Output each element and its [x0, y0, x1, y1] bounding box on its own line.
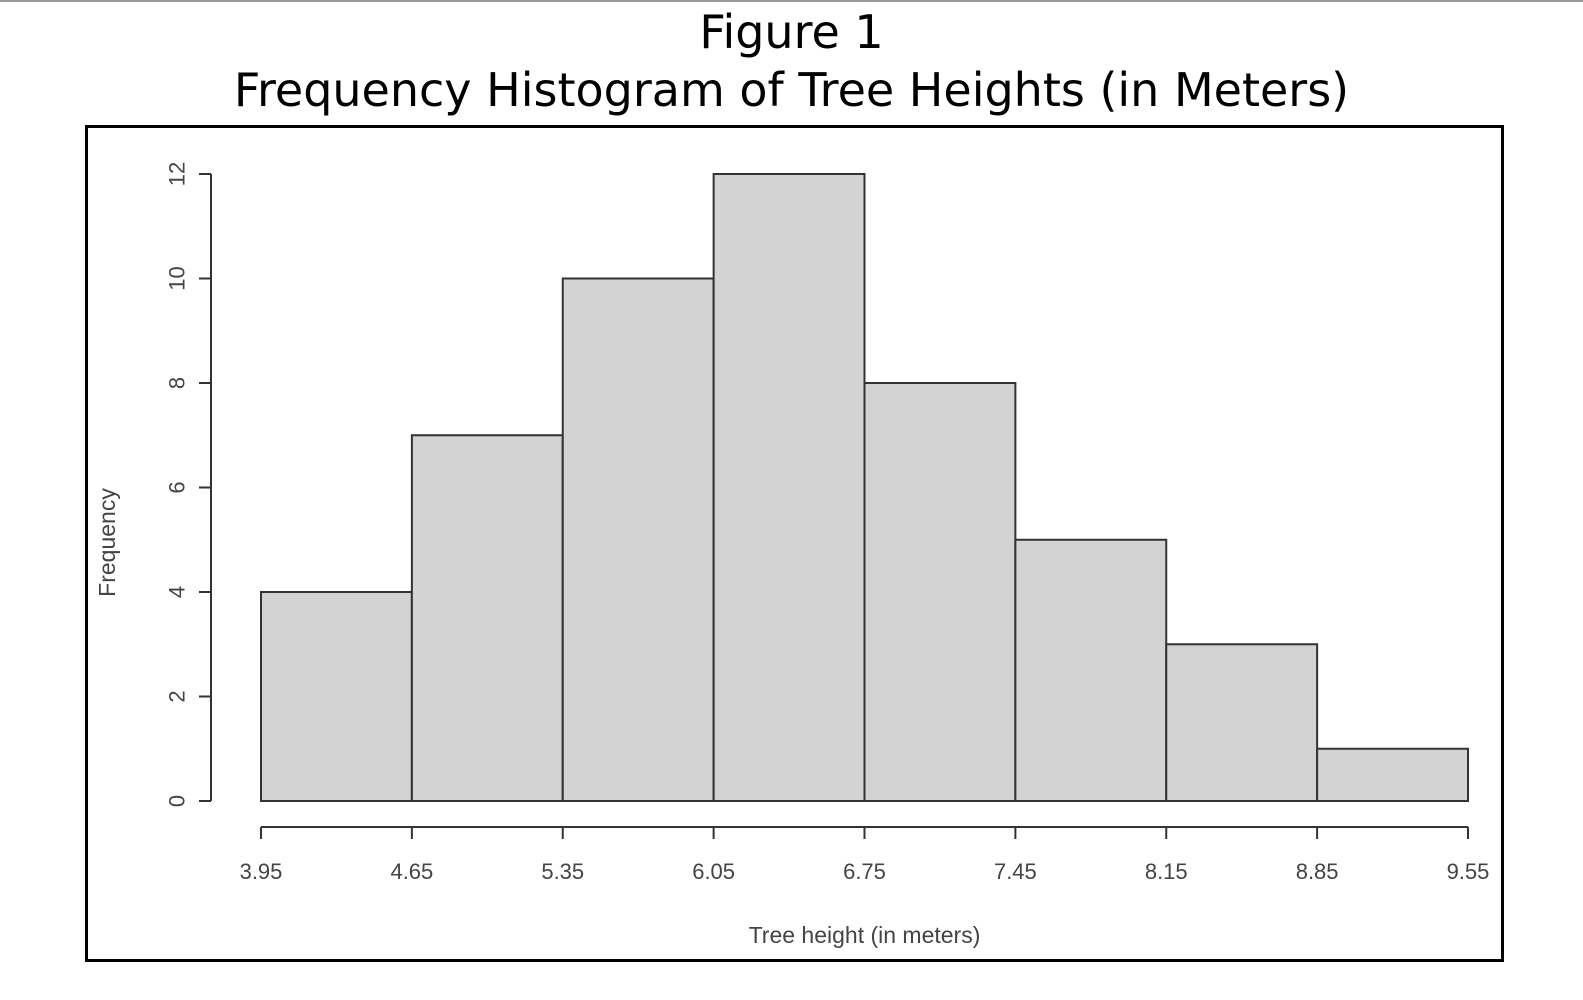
y-tick-label: 4 [165, 586, 190, 598]
histogram-bar [1014, 538, 1168, 802]
x-axis-title: Tree height (in meters) [749, 922, 981, 948]
histogram-bar [712, 173, 866, 802]
x-tick-label: 9.55 [1447, 859, 1490, 884]
histogram-bar [1165, 643, 1319, 802]
y-tick-label: 12 [165, 162, 190, 186]
histogram-bar [561, 277, 715, 802]
x-tick-label: 6.75 [843, 859, 886, 884]
x-axis: 3.95 4.65 5.35 6.05 6.75 7.45 8.15 8.85 9.55 [240, 826, 1490, 884]
x-tick-label: 7.45 [994, 859, 1037, 884]
chart-frame: 0 2 4 6 8 10 12 3.95 4.65 5.35 6.05 6.75 7.45 8.15 8.… [85, 125, 1504, 962]
top-rule [0, 0, 1583, 2]
x-tick-label: 8.15 [1145, 859, 1188, 884]
y-tick-label: 8 [165, 377, 190, 389]
x-tick-label: 8.85 [1296, 859, 1339, 884]
figure-label: Figure 1 [699, 5, 884, 59]
x-tick-label: 5.35 [541, 859, 584, 884]
x-tick-label: 4.65 [390, 859, 433, 884]
y-tick-label: 10 [165, 266, 190, 290]
y-axis: 0 2 4 6 8 10 12 [165, 162, 212, 807]
bars-group [260, 173, 1469, 802]
y-tick-label: 6 [165, 481, 190, 493]
y-tick-label: 0 [165, 795, 190, 807]
x-tick-label: 3.95 [240, 859, 283, 884]
histogram-bar [260, 591, 413, 802]
y-axis-title: Frequency [94, 488, 120, 597]
histogram-bar [1316, 747, 1469, 802]
histogram-bar [410, 434, 564, 802]
x-tick-label: 6.05 [692, 859, 735, 884]
figure-title: Frequency Histogram of Tree Heights (in … [233, 63, 1350, 117]
histogram-chart: 0 2 4 6 8 10 12 3.95 4.65 5.35 6.05 6.75 7.45 8.15 8.… [94, 162, 1490, 948]
histogram-bar [863, 382, 1017, 802]
y-tick-label: 2 [165, 690, 190, 702]
